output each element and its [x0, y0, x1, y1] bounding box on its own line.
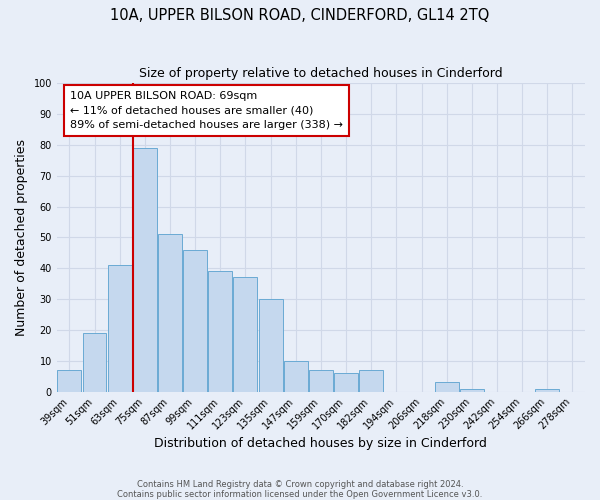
Text: Contains HM Land Registry data © Crown copyright and database right 2024.
Contai: Contains HM Land Registry data © Crown c…	[118, 480, 482, 499]
Bar	[233, 278, 257, 392]
Bar	[83, 333, 106, 392]
Text: 10A UPPER BILSON ROAD: 69sqm
← 11% of detached houses are smaller (40)
89% of se: 10A UPPER BILSON ROAD: 69sqm ← 11% of de…	[70, 91, 343, 130]
Bar	[183, 250, 207, 392]
Bar	[309, 370, 333, 392]
Bar	[108, 265, 131, 392]
Bar	[535, 388, 559, 392]
Text: 10A, UPPER BILSON ROAD, CINDERFORD, GL14 2TQ: 10A, UPPER BILSON ROAD, CINDERFORD, GL14…	[110, 8, 490, 22]
X-axis label: Distribution of detached houses by size in Cinderford: Distribution of detached houses by size …	[154, 437, 487, 450]
Bar	[208, 272, 232, 392]
Bar	[284, 361, 308, 392]
Bar	[460, 388, 484, 392]
Bar	[435, 382, 458, 392]
Bar	[158, 234, 182, 392]
Bar	[259, 299, 283, 392]
Bar	[58, 370, 82, 392]
Bar	[133, 148, 157, 392]
Y-axis label: Number of detached properties: Number of detached properties	[15, 139, 28, 336]
Bar	[359, 370, 383, 392]
Title: Size of property relative to detached houses in Cinderford: Size of property relative to detached ho…	[139, 68, 503, 80]
Bar	[334, 373, 358, 392]
